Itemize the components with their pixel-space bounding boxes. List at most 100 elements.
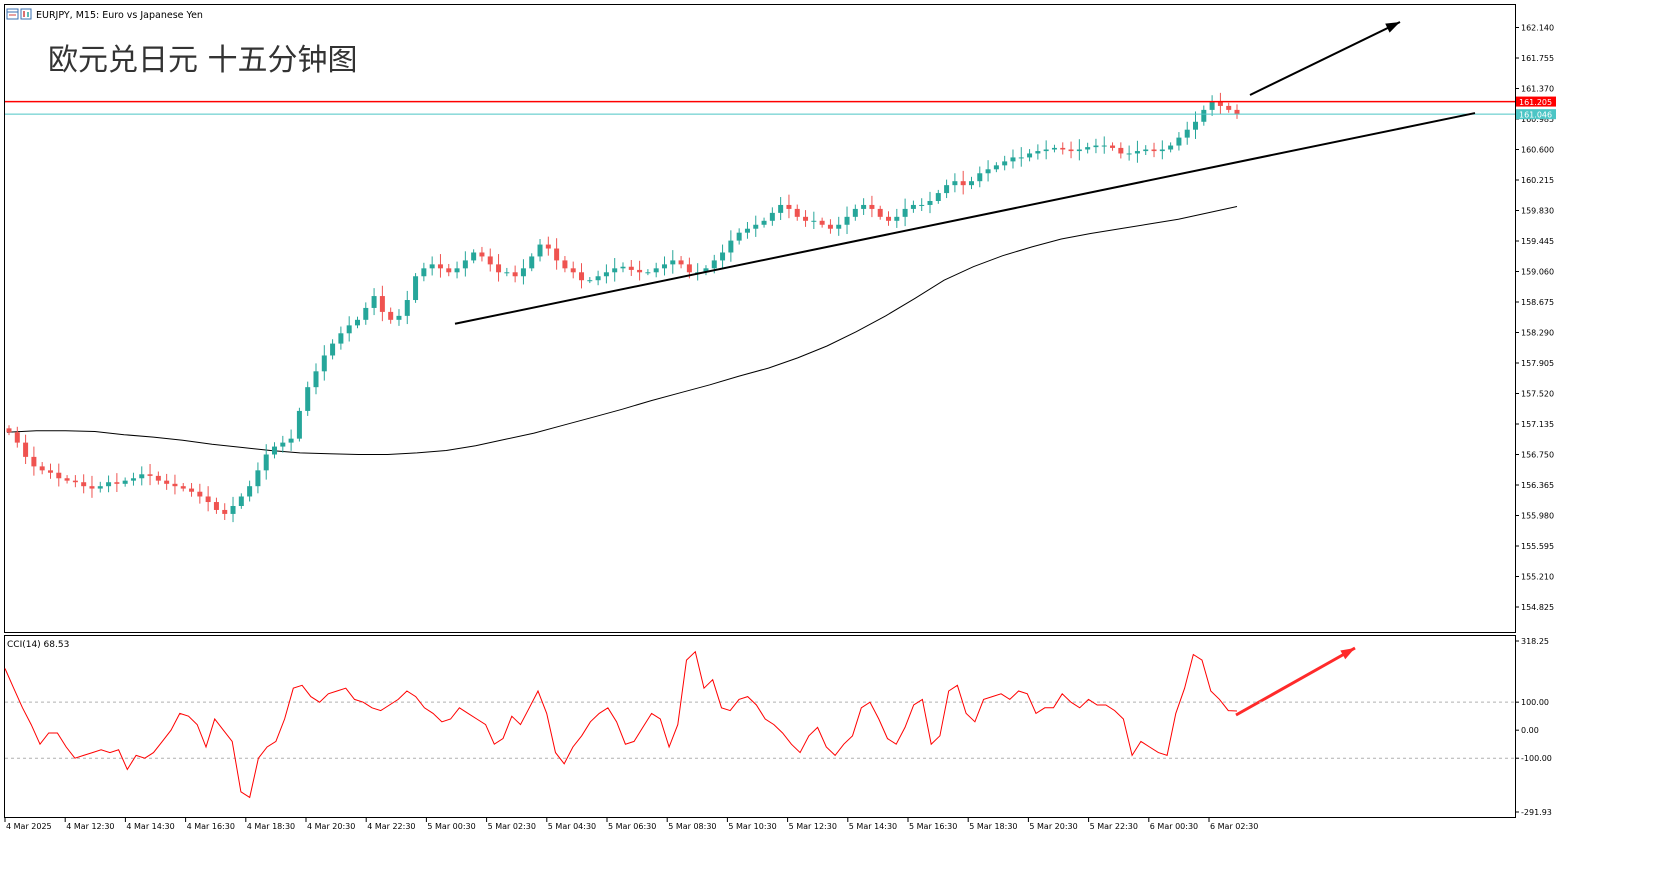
main-pane-frame <box>4 4 1516 633</box>
candle <box>985 160 991 182</box>
candle <box>222 503 228 520</box>
time-tick-label: 4 Mar 16:30 <box>187 822 235 831</box>
price-tick-label: 155.980 <box>1521 512 1554 521</box>
candle <box>14 426 20 448</box>
levels-layer: 161.205 161.046 <box>5 96 1556 120</box>
candle <box>570 261 576 279</box>
moving-average <box>6 206 1238 455</box>
candle <box>728 230 734 262</box>
candle <box>794 204 800 221</box>
time-tick-label: 5 Mar 12:30 <box>789 822 837 831</box>
candle <box>479 246 485 262</box>
candle <box>819 217 825 228</box>
price-tick-label: 156.750 <box>1521 451 1554 460</box>
resistance-tag <box>1516 96 1556 107</box>
cci-tick-label: 100.00 <box>1521 698 1549 707</box>
candle <box>487 248 493 272</box>
candle <box>496 254 502 282</box>
candle <box>595 270 601 286</box>
candle <box>910 200 916 213</box>
candle <box>454 261 460 279</box>
current-price-tag <box>1516 109 1556 120</box>
candle <box>1110 142 1116 151</box>
candle <box>661 256 667 276</box>
candle <box>47 463 53 479</box>
candle <box>537 239 543 262</box>
candle <box>1176 132 1182 151</box>
time-tick-label: 5 Mar 10:30 <box>728 822 776 831</box>
candle <box>437 254 443 278</box>
candle <box>72 475 78 488</box>
candle <box>620 262 626 273</box>
candle <box>977 166 983 188</box>
time-tick-label: 4 Mar 20:30 <box>307 822 355 831</box>
candle <box>429 256 435 276</box>
candle <box>603 264 609 284</box>
candle <box>886 211 892 226</box>
price-tick-label: 155.210 <box>1521 573 1554 582</box>
candle <box>720 244 726 268</box>
candle <box>877 205 883 220</box>
candle <box>413 273 419 303</box>
time-tick-label: 4 Mar 12:30 <box>66 822 114 831</box>
candle <box>89 475 95 498</box>
candle <box>354 316 360 329</box>
time-tick-label: 6 Mar 00:30 <box>1150 822 1198 831</box>
cci-line <box>4 650 1238 799</box>
candle <box>164 473 170 490</box>
candle <box>81 474 87 494</box>
candle <box>64 475 70 484</box>
candle <box>811 211 817 229</box>
price-tick-label: 160.985 <box>1521 115 1554 124</box>
time-tick-label: 4 Mar 2025 <box>6 822 52 831</box>
candle <box>288 429 294 451</box>
chart-icon[interactable] <box>20 8 32 20</box>
candle <box>678 256 684 269</box>
price-tick-label: 156.365 <box>1521 481 1554 490</box>
time-tick-label: 5 Mar 02:30 <box>488 822 536 831</box>
candle <box>97 481 103 493</box>
candle <box>1068 141 1074 159</box>
price-axis: 162.140 161.755 161.370 160.985 160.600 160.2… <box>1515 24 1554 612</box>
candle <box>23 434 29 465</box>
candle <box>952 173 958 193</box>
candle <box>529 253 535 272</box>
candle <box>1217 92 1223 115</box>
price-tick-label: 159.830 <box>1521 207 1554 216</box>
support-trendline[interactable] <box>454 112 1476 325</box>
candle <box>753 215 759 237</box>
chart-canvas: EURJPY, M15: Euro vs Japanese Yen 欧元兑日元 … <box>4 4 1556 831</box>
candle <box>968 176 974 190</box>
price-tick-label: 157.520 <box>1521 390 1554 399</box>
time-tick-label: 5 Mar 04:30 <box>548 822 596 831</box>
candle <box>462 251 468 277</box>
price-tick-label: 161.370 <box>1521 85 1554 94</box>
price-tick-label: 158.290 <box>1521 329 1554 338</box>
candle <box>902 198 908 227</box>
candle <box>1085 142 1091 154</box>
candle <box>471 249 477 264</box>
candle <box>1093 138 1099 154</box>
candle <box>1043 140 1049 160</box>
time-tick-label: 5 Mar 16:30 <box>909 822 957 831</box>
candle <box>927 191 933 214</box>
trend-arrow-up-icon <box>1249 21 1401 96</box>
candle <box>1234 104 1240 119</box>
cci-tick-label: -291.93 <box>1521 808 1552 817</box>
candle <box>280 435 286 453</box>
window-icon[interactable] <box>6 8 19 20</box>
candle <box>836 216 842 236</box>
candle <box>1018 147 1024 167</box>
cci-tick-label: -100.00 <box>1521 754 1552 763</box>
candle <box>172 474 178 495</box>
candle <box>371 288 377 316</box>
candle <box>338 326 344 350</box>
candle <box>114 473 120 493</box>
cci-arrow-up-icon <box>1235 646 1356 717</box>
time-axis: 4 Mar 2025 4 Mar 12:30 4 Mar 14:30 4 Mar 16… <box>4 818 1258 831</box>
price-tick-label: 154.825 <box>1521 603 1554 612</box>
candle <box>255 462 261 494</box>
candle <box>1027 149 1033 162</box>
candle <box>545 236 551 256</box>
candle <box>1010 149 1016 169</box>
